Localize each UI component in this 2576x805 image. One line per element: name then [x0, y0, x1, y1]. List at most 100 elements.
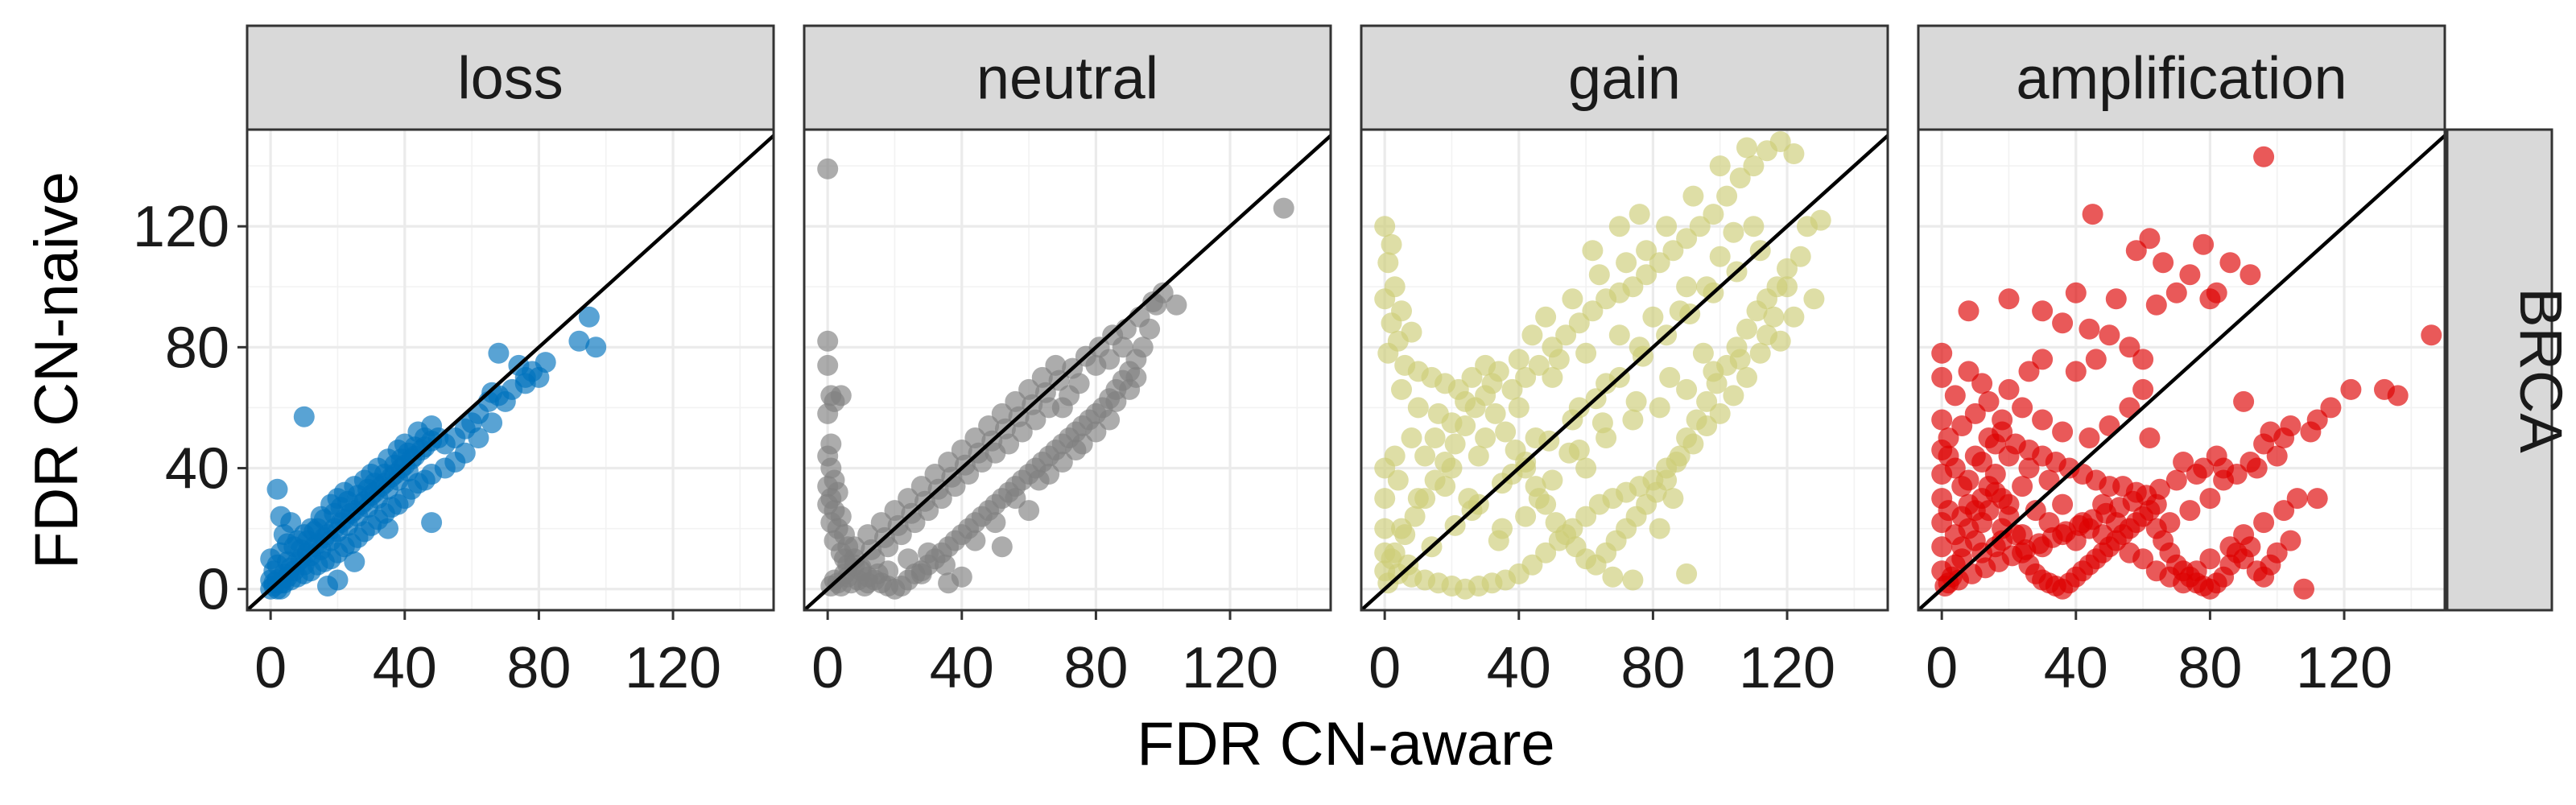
data-point [1676, 378, 1698, 400]
x-tick-label: 0 [1926, 636, 1958, 700]
data-point [1588, 493, 1610, 515]
data-point [1622, 409, 1644, 431]
data-point [1978, 390, 2000, 412]
data-point [867, 563, 889, 584]
x-tick-label: 120 [625, 636, 721, 700]
data-point [1656, 469, 1678, 491]
data-point [1088, 336, 1110, 358]
data-point [1515, 506, 1537, 527]
data-point [1625, 390, 1647, 412]
data-point [2199, 288, 2221, 310]
axes-text: FDR CN-aware FDR CN-naive [23, 171, 1555, 778]
data-point [1649, 397, 1670, 419]
data-point [2273, 500, 2295, 522]
data-point [1602, 566, 1624, 588]
data-point [1689, 216, 1711, 237]
row-strip: BRCA [2446, 128, 2574, 612]
data-point [1582, 240, 1604, 262]
panel-strip-label: loss [457, 45, 564, 112]
data-point [1958, 493, 1979, 515]
data-point [260, 548, 282, 570]
data-point [2320, 397, 2342, 419]
data-point [1729, 349, 1751, 370]
data-point [1783, 143, 1805, 164]
data-point [1757, 324, 1777, 346]
data-point [910, 563, 932, 584]
data-point [270, 506, 291, 527]
data-point [317, 576, 338, 597]
panel-gain: gain 0 40 80 120 [1360, 24, 1889, 700]
data-point [1424, 427, 1446, 448]
data-point [1374, 457, 1396, 479]
data-point [1568, 397, 1590, 419]
y-tick-label: 40 [165, 437, 229, 502]
data-point [2286, 488, 2308, 510]
data-point [1766, 276, 1788, 298]
data-point [1978, 500, 2000, 522]
data-point [1381, 233, 1402, 255]
data-point [1132, 336, 1154, 358]
data-point [1528, 488, 1550, 510]
data-point [2199, 548, 2221, 570]
data-point [1964, 445, 1986, 467]
data-point [2213, 457, 2235, 479]
data-point [1944, 524, 1966, 546]
data-point [1769, 131, 1791, 152]
data-point [2340, 378, 2362, 400]
panel-strip-neutral [803, 24, 1332, 131]
data-point [2065, 530, 2087, 551]
data-point [1028, 469, 1050, 491]
data-point [1666, 452, 1687, 473]
data-point [1931, 536, 1953, 558]
data-point [1568, 440, 1590, 460]
data-point [1071, 433, 1093, 455]
data-point [2199, 488, 2221, 510]
data-point [1729, 167, 1751, 189]
data-point [2032, 300, 2054, 322]
data-point [1984, 536, 2006, 558]
data-point [1998, 493, 2020, 515]
data-point [854, 576, 875, 597]
data-point [844, 536, 865, 558]
data-point [1414, 445, 1436, 467]
data-point [1951, 476, 1973, 497]
data-point [1709, 402, 1731, 424]
data-point [1958, 361, 1979, 382]
data-point [817, 402, 839, 424]
data-point [1374, 216, 1396, 237]
data-point [585, 336, 607, 358]
data-point [2132, 548, 2154, 570]
data-point [1964, 530, 1986, 551]
data-point [1468, 445, 1489, 467]
panel-strip-label: neutral [976, 45, 1158, 112]
data-point [1777, 258, 1798, 279]
data-point [293, 406, 315, 427]
data-point [1391, 518, 1412, 539]
x-tick-label: 120 [1739, 636, 1835, 700]
data-point [1709, 155, 1731, 177]
data-point [1548, 349, 1570, 370]
y-tick-label: 0 [197, 558, 229, 622]
data-point [2079, 318, 2100, 340]
data-point [1273, 197, 1294, 219]
data-point [1958, 300, 1979, 322]
data-point [2139, 427, 2161, 448]
data-point [2253, 512, 2275, 534]
data-point [421, 512, 443, 534]
data-point [2165, 282, 2187, 303]
data-point [2139, 228, 2161, 250]
data-point [1374, 518, 1396, 539]
data-point [1608, 324, 1630, 346]
data-point [1964, 402, 1986, 424]
data-point [2186, 560, 2207, 582]
data-point [1582, 300, 1604, 322]
data-point [1662, 488, 1684, 510]
panel-strip-gain [1360, 24, 1889, 131]
data-point [830, 385, 852, 407]
data-point [1686, 409, 1707, 431]
data-point [1542, 366, 1563, 388]
data-point [898, 548, 919, 570]
panel-border [246, 128, 775, 612]
data-point [2219, 536, 2241, 558]
data-point [1484, 402, 1506, 424]
